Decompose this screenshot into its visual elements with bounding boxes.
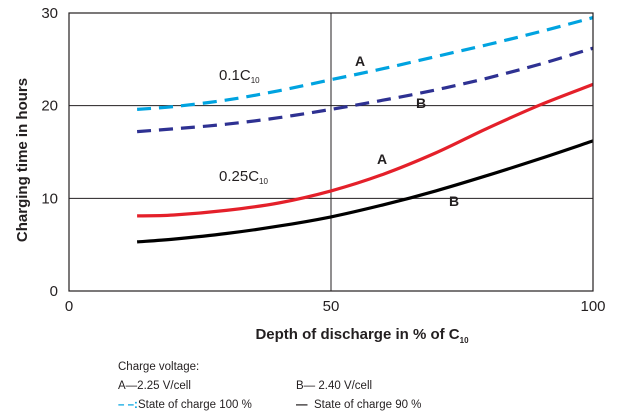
rate-low-main: 0.1C [219,67,251,84]
series-line-01c10-b [136,46,594,134]
x-axis-title-main: Depth of discharge in % of C [255,326,459,343]
legend-a-voltage: A—2.25 V/cell [118,380,191,392]
x-axis-title: Depth of discharge in % of C10 [255,326,469,345]
tick-labels: 0 50 100 0 10 20 30 [41,5,605,315]
y-tick-label: 0 [50,283,58,300]
rate-high-main: 0.25C [219,168,259,185]
legend-row-state: – –:State of charge 100 % — State of charg… [118,399,421,411]
x-tick-label: 50 [323,298,340,315]
curve-label-a-upper: A [355,53,365,69]
x-tick-label: 0 [65,298,73,315]
plot-frame [68,12,594,292]
x-tick-label: 100 [580,298,605,315]
legend-solid-text: State of charge 90 % [314,399,422,411]
curve-label-b-upper: B [416,95,426,111]
y-axis-title: Charging time in hours [14,78,31,242]
series-line-025c10-b [136,139,594,244]
rate-label-0.25c10: 0.25C10 [219,168,268,186]
y-tick-label: 30 [41,5,58,22]
rate-high-sub: 10 [259,177,268,186]
legend-dashed-text: State of charge 100 % [138,399,252,411]
series-line-025c10-a [137,82,594,218]
curve-label-a-lower: A [377,151,387,167]
x-axis-title-sub: 10 [460,336,469,345]
legend-row-voltage: A—2.25 V/cell B— 2.40 V/cell [118,380,372,392]
y-tick-label: 10 [41,190,58,207]
y-tick-label: 20 [41,98,58,115]
legend-b-voltage: B— 2.40 V/cell [296,380,373,392]
series-lines [136,16,594,244]
legend-solid-marker: — [296,399,308,411]
curve-label-b-lower: B [449,193,459,209]
legend-title: Charge voltage: [118,361,200,373]
rate-label-0.1c10: 0.1C10 [219,67,260,85]
rate-low-sub: 10 [251,76,260,85]
legend-dashed-marker: – –: [118,399,138,411]
grid-lines [69,13,593,291]
series-line-01c10-a [136,16,594,111]
